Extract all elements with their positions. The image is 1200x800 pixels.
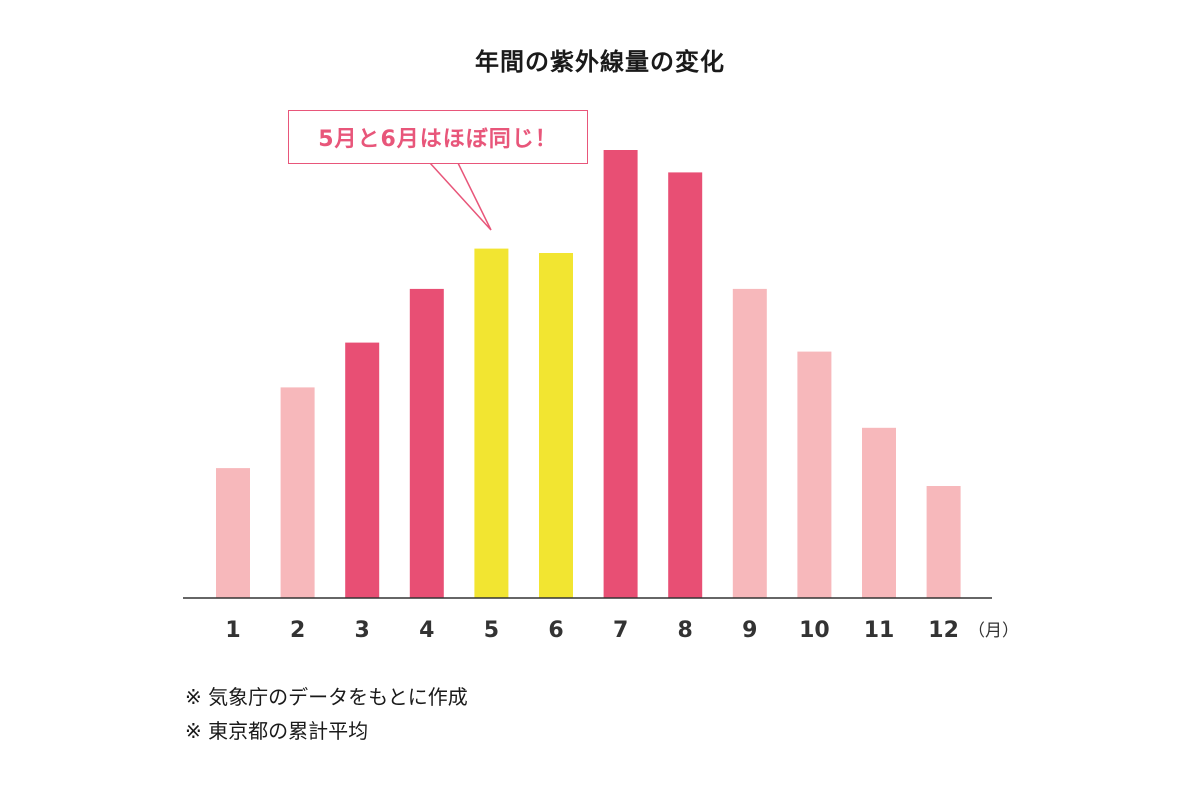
- x-tick-label-10: 10: [799, 618, 830, 643]
- x-tick-label-7: 7: [613, 618, 628, 643]
- x-tick-label-6: 6: [548, 618, 563, 643]
- x-tick-label-3: 3: [355, 618, 370, 643]
- bar-month-4: [409, 288, 444, 598]
- footnotes: ※ 気象庁のデータをもとに作成 ※ 東京都の累計平均: [185, 680, 468, 748]
- bar-month-2: [280, 387, 315, 598]
- x-tick-labels: 1 2 3 4 5 6 7 8 9 10 11 12: [225, 618, 959, 643]
- x-tick-label-1: 1: [225, 618, 240, 643]
- x-tick-label-9: 9: [742, 618, 757, 643]
- bar-month-8: [668, 172, 703, 598]
- x-unit-label: （月）: [968, 621, 1019, 641]
- chart-title: 年間の紫外線量の変化: [475, 48, 725, 76]
- bar-month-1: [216, 468, 250, 598]
- x-tick-label-4: 4: [419, 618, 434, 643]
- bars-layer: [216, 150, 961, 598]
- x-tick-label-12: 12: [928, 618, 959, 643]
- x-tick-label-2: 2: [290, 618, 305, 643]
- bar-month-3: [345, 342, 380, 598]
- x-tick-label-11: 11: [864, 618, 895, 643]
- footnote-region: ※ 東京都の累計平均: [185, 719, 369, 743]
- bar-month-9: [732, 288, 767, 598]
- callout-pointer: [428, 162, 492, 231]
- bar-month-6: [539, 253, 573, 598]
- callout-box: 5月と6月はほぼ同じ！: [288, 110, 588, 164]
- bar-month-12: [926, 486, 961, 598]
- bar-month-11: [862, 427, 896, 598]
- x-tick-label-5: 5: [484, 618, 499, 643]
- footnote-source: ※ 気象庁のデータをもとに作成: [185, 685, 468, 709]
- x-tick-label-8: 8: [678, 618, 693, 643]
- bar-month-5: [474, 248, 509, 598]
- bar-month-10: [797, 351, 832, 598]
- bar-month-7: [603, 150, 638, 598]
